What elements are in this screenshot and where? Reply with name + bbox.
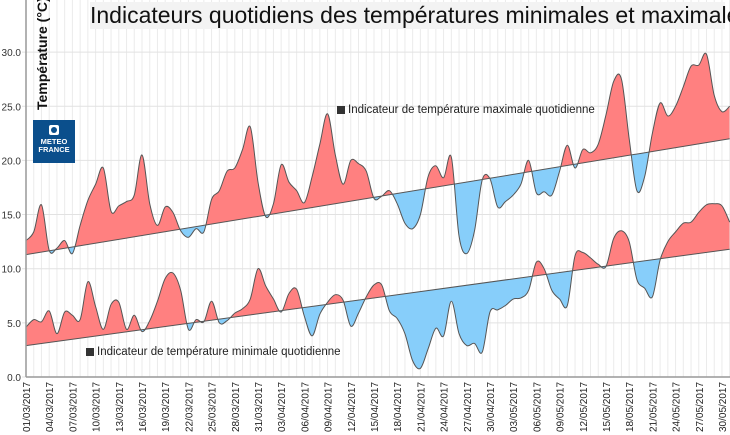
x-tick-label: 16/03/2017 [138,382,149,432]
x-tick-label: 24/05/2017 [672,382,683,432]
x-tick-label: 28/03/2017 [231,382,242,432]
y-tick-label: 10.0 [2,265,22,276]
normal-line [25,248,730,347]
x-tick-label: 27/05/2017 [695,382,706,432]
x-tick-label: 24/04/2017 [440,382,451,432]
legend-swatch-icon [337,106,345,114]
x-tick-label: 19/03/2017 [161,382,172,432]
x-tick-label: 09/05/2017 [556,382,567,432]
y-tick-label: 0.0 [7,373,21,384]
x-tick-label: 21/04/2017 [416,382,427,432]
x-tick-label: 31/03/2017 [254,382,265,432]
x-tick-label: 10/03/2017 [92,382,103,432]
x-tick-label: 21/05/2017 [648,382,659,432]
x-tick-label: 04/03/2017 [45,382,56,432]
y-tick-label: 15.0 [2,211,22,222]
y-tick-label: 25.0 [2,102,22,113]
y-tick-label: 30.0 [2,48,22,59]
legend-min-label: Indicateur de température minimale quoti… [97,346,341,358]
logo-line2: FRANCE [38,145,70,154]
normal-line [25,138,730,256]
legend-swatch-icon [86,348,94,356]
x-tick-label: 18/04/2017 [393,382,404,432]
x-tick-label: 06/04/2017 [300,382,311,432]
x-tick-label: 01/03/2017 [22,382,33,432]
x-tick-label: 30/05/2017 [718,382,729,432]
x-tick-label: 12/05/2017 [579,382,590,432]
x-tick-label: 13/03/2017 [115,382,126,432]
chart-title: Indicateurs quotidiens des températures … [90,2,730,29]
x-tick-label: 09/04/2017 [324,382,335,432]
y-tick-label: 20.0 [2,156,22,167]
legend-min: Indicateur de température minimale quoti… [86,346,341,358]
x-tick-label: 06/05/2017 [532,382,543,432]
x-tick-label: 30/04/2017 [486,382,497,432]
series-line [25,52,730,255]
logo-mark-icon [49,125,59,135]
x-tick-label: 22/03/2017 [184,382,195,432]
x-tick-label: 03/04/2017 [277,382,288,432]
logo-line1: METEO [40,137,68,146]
meteo-france-logo: METEO FRANCE [33,120,75,163]
x-tick-label: 15/05/2017 [602,382,613,432]
x-tick-label: 03/05/2017 [509,382,520,432]
x-tick-label: 12/04/2017 [347,382,358,432]
x-tick-label: 18/05/2017 [625,382,636,432]
y-axis-label: Température (°C) [34,0,50,110]
x-tick-label: 15/04/2017 [370,382,381,432]
y-tick-label: 5.0 [7,319,21,330]
legend-max: Indicateur de température maximale quoti… [337,104,595,116]
legend-max-label: Indicateur de température maximale quoti… [348,104,595,116]
area-above-normal [26,203,730,346]
x-tick-label: 27/04/2017 [463,382,474,432]
series-line [25,203,730,370]
x-tick-label: 25/03/2017 [208,382,219,432]
x-tick-label: 07/03/2017 [68,382,79,432]
area-above-normal [26,53,730,255]
